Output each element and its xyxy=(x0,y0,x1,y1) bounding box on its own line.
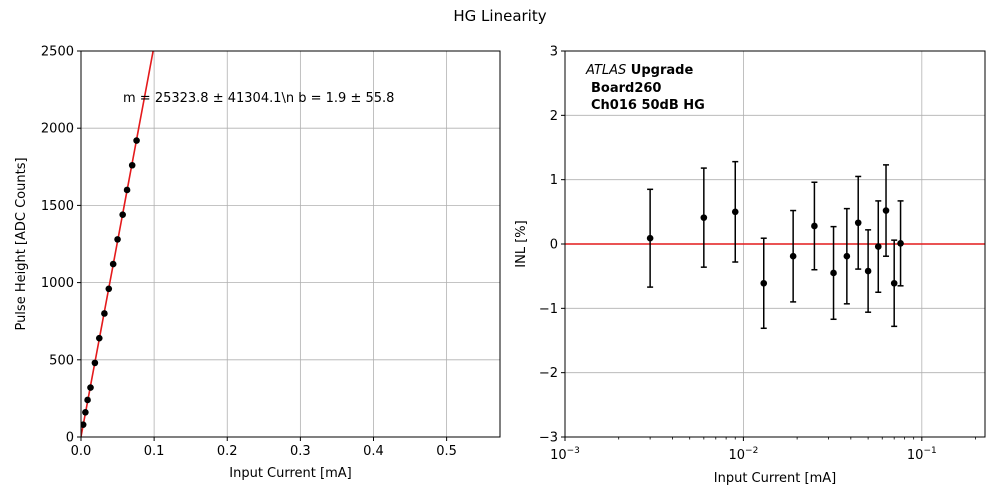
y-tick-label: 2000 xyxy=(41,122,74,137)
data-point xyxy=(646,234,654,242)
atlas-tag: Upgrade xyxy=(626,63,693,78)
data-point xyxy=(87,384,94,391)
y-tick-label: −2 xyxy=(539,366,558,381)
fit-annotation: m = 25323.8 ± 41304.1\n b = 1.9 ± 55.8 xyxy=(123,91,394,106)
y-tick-label: 1 xyxy=(550,173,558,188)
plot-frame xyxy=(80,50,501,438)
x-tick-label-base: 10 xyxy=(550,448,567,463)
data-point xyxy=(114,236,121,243)
x-tick-label: 10−2 xyxy=(728,446,758,463)
data-point xyxy=(854,219,862,227)
y-axis-label: Pulse Height [ADC Counts] xyxy=(14,157,29,330)
data-point xyxy=(91,359,99,367)
x-axis-label: Input Current [mA] xyxy=(229,466,351,481)
x-tick-label: 10−1 xyxy=(907,446,937,463)
data-point xyxy=(81,421,87,428)
data-point xyxy=(897,240,904,247)
x-tick-label-base: 10 xyxy=(907,448,924,463)
y-tick-label: 0 xyxy=(66,431,74,446)
data-point xyxy=(95,334,103,342)
x-tick-label-base: 10 xyxy=(728,448,745,463)
data-point xyxy=(760,279,768,287)
data-point xyxy=(82,408,89,416)
y-tick-label: 2500 xyxy=(41,45,74,60)
y-tick-label: 1000 xyxy=(41,276,74,291)
x-tick-label: 0.2 xyxy=(217,444,238,459)
data-point xyxy=(864,267,872,275)
y-tick-label: 0 xyxy=(550,238,558,253)
data-point xyxy=(700,214,708,221)
atlas-experiment: ATLAS xyxy=(585,63,626,78)
x-tick-label: 0.5 xyxy=(436,444,457,459)
y-tick-label: −3 xyxy=(539,431,558,446)
y-axis-label: INL [%] xyxy=(514,220,529,267)
data-point xyxy=(133,137,140,144)
data-point xyxy=(731,208,739,216)
board-label: Board260 xyxy=(591,81,661,96)
data-point xyxy=(789,252,797,260)
fit-line xyxy=(81,51,154,437)
y-tick-label: −1 xyxy=(539,302,558,317)
atlas-label: ATLAS Upgrade xyxy=(585,63,693,78)
figure-title: HG Linearity xyxy=(453,7,547,25)
data-point xyxy=(811,222,818,230)
x-tick-label: 0.4 xyxy=(363,444,384,459)
data-point xyxy=(109,260,117,268)
data-point xyxy=(119,211,126,218)
data-point xyxy=(843,252,851,260)
x-tick-label: 0.1 xyxy=(144,444,165,459)
data-point xyxy=(890,279,898,287)
data-point xyxy=(882,207,890,214)
data-point xyxy=(123,186,131,194)
data-point xyxy=(128,161,136,169)
x-tick-label-exponent: −3 xyxy=(567,446,580,456)
data-point xyxy=(830,269,837,277)
y-tick-label: 1500 xyxy=(41,199,74,214)
x-tick-label: 10−3 xyxy=(550,446,580,463)
y-tick-label: 3 xyxy=(550,45,558,60)
x-tick-label-exponent: −2 xyxy=(745,446,758,456)
data-point xyxy=(874,243,882,250)
left-panel: m = 25323.8 ± 41304.1\n b = 1.9 ± 55.8 0.… xyxy=(14,45,501,481)
x-tick-label: 0.3 xyxy=(290,444,311,459)
y-tick-label: 500 xyxy=(49,353,74,368)
data-point xyxy=(105,285,113,293)
data-point xyxy=(84,396,91,404)
x-tick-label: 0.0 xyxy=(71,444,92,459)
data-point xyxy=(101,310,108,317)
x-axis-label: Input Current [mA] xyxy=(714,471,836,486)
x-tick-label-exponent: −1 xyxy=(923,446,936,456)
y-tick-label: 2 xyxy=(550,109,558,124)
channel-label: Ch016 50dB HG xyxy=(591,98,705,113)
